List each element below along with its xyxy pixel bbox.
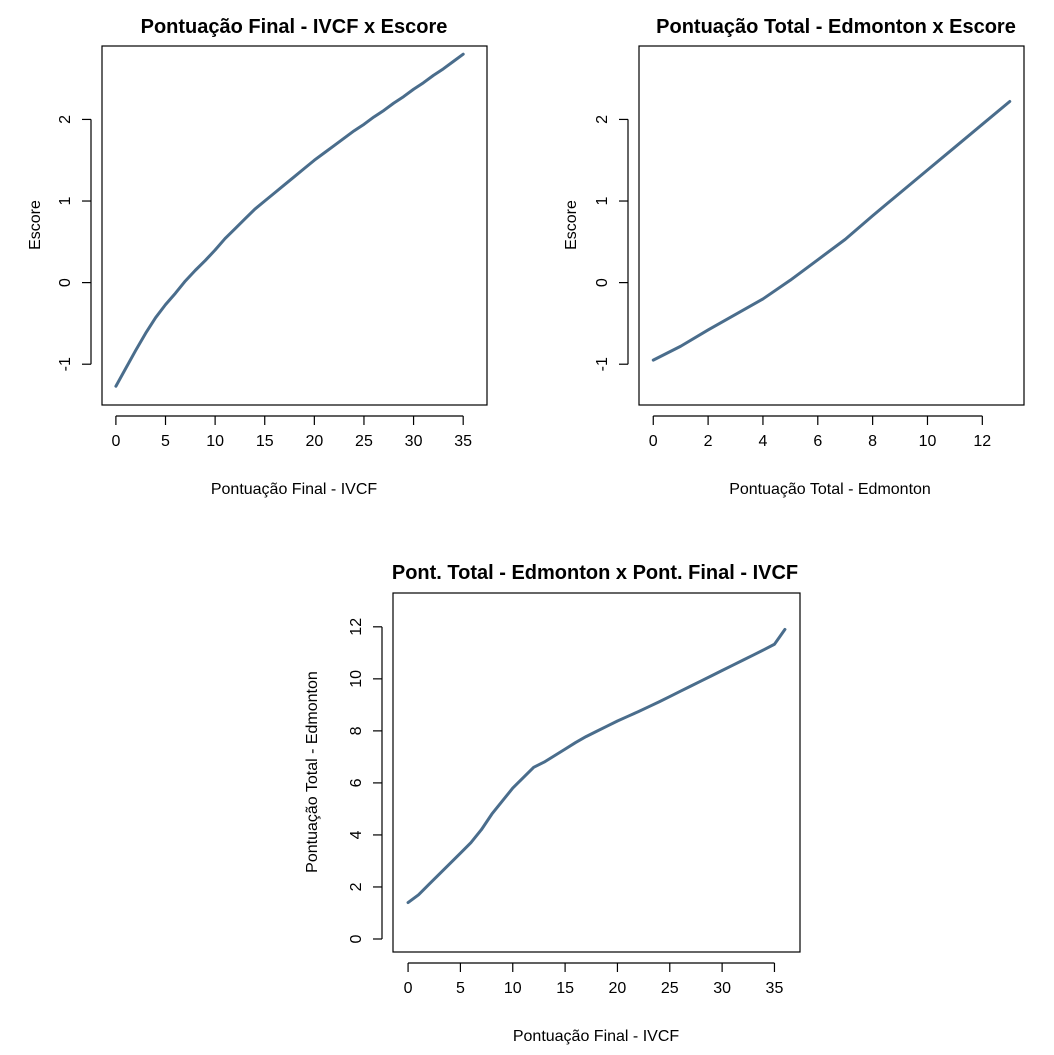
chart-3-x-tick-label: 0 xyxy=(404,980,413,997)
chart-1-x-axis: 0 5 10 15 20 25 30 35 xyxy=(111,415,472,450)
chart-1-x-tick-label: 20 xyxy=(305,433,323,450)
chart-1-x-tick-label: 35 xyxy=(454,433,472,450)
chart-3-y-tick-label: 6 xyxy=(348,778,365,787)
chart-2-y-axis: -1 0 1 2 xyxy=(594,115,629,371)
chart-3-y-tick-label: 12 xyxy=(348,618,365,636)
chart-3-x-tick-label: 10 xyxy=(504,980,522,997)
chart-2-x-tick-label: 0 xyxy=(649,433,658,450)
chart-3-x-tick-label: 15 xyxy=(556,980,574,997)
chart-2-y-tick-label: 0 xyxy=(594,278,611,287)
chart-1-y-tick-label: 2 xyxy=(57,115,74,124)
chart-edmonton-vs-escore: Pontuação Total - Edmonton x Escore Pont… xyxy=(563,16,1025,498)
chart-3-x-axis-title: Pontuação Final - IVCF xyxy=(513,1028,680,1045)
chart-2-x-tick-label: 12 xyxy=(973,433,991,450)
chart-3-x-tick-label: 35 xyxy=(766,980,784,997)
chart-2-series-line-1 xyxy=(651,99,1012,362)
chart-1-x-tick-label: 0 xyxy=(111,433,120,450)
chart-2-x-tick-label: 4 xyxy=(758,433,767,450)
chart-3-y-tick-label: 4 xyxy=(348,830,365,839)
chart-2-x-axis-title: Pontuação Total - Edmonton xyxy=(729,481,931,498)
chart-3-y-axis: 0 2 4 6 8 10 12 xyxy=(348,618,383,943)
chart-3-y-axis-title: Pontuação Total - Edmonton xyxy=(304,671,321,873)
chart-1-y-tick-label: -1 xyxy=(57,357,74,371)
chart-2-series xyxy=(651,99,1012,362)
chart-1-x-tick-label: 30 xyxy=(405,433,423,450)
chart-3-x-tick-label: 25 xyxy=(661,980,679,997)
chart-3-x-tick-label: 20 xyxy=(609,980,627,997)
chart-3-y-tick-label: 0 xyxy=(348,934,365,943)
chart-2-y-tick-label: 2 xyxy=(594,115,611,124)
chart-2-x-tick-label: 10 xyxy=(919,433,937,450)
chart-3-series xyxy=(406,627,787,905)
chart-2-plot-frame xyxy=(638,45,1025,406)
chart-3-x-tick-label: 5 xyxy=(456,980,465,997)
chart-3-y-tick-label: 10 xyxy=(348,670,365,688)
chart-3-series-line-1 xyxy=(406,627,787,905)
chart-1-plot-frame xyxy=(101,45,488,406)
chart-2-y-tick-label: -1 xyxy=(594,357,611,371)
chart-2-x-tick-label: 6 xyxy=(813,433,822,450)
chart-1-series-line-1 xyxy=(114,52,465,388)
chart-1-x-tick-label: 10 xyxy=(206,433,224,450)
chart-1-x-axis-title: Pontuação Final - IVCF xyxy=(211,481,378,498)
chart-2-x-tick-label: 8 xyxy=(868,433,877,450)
chart-3-x-tick-label: 30 xyxy=(713,980,731,997)
chart-2-title: Pontuação Total - Edmonton x Escore xyxy=(656,16,1016,38)
chart-1-y-tick-label: 1 xyxy=(57,196,74,205)
chart-edmonton-vs-ivcf: Pont. Total - Edmonton x Pont. Final - I… xyxy=(304,562,801,1045)
chart-1-series xyxy=(114,52,465,388)
chart-1-x-tick-label: 5 xyxy=(161,433,170,450)
chart-3-plot-frame xyxy=(392,592,801,953)
chart-2-x-tick-label: 2 xyxy=(704,433,713,450)
chart-3-x-axis: 0 5 10 15 20 25 30 35 xyxy=(404,962,784,997)
chart-2-y-axis-title: Escore xyxy=(563,200,580,250)
chart-1-y-tick-label: 0 xyxy=(57,278,74,287)
chart-3-title: Pont. Total - Edmonton x Pont. Final - I… xyxy=(392,562,798,584)
chart-2-y-tick-label: 1 xyxy=(594,196,611,205)
chart-3-y-tick-label: 2 xyxy=(348,882,365,891)
chart-2-x-axis: 0 2 4 6 8 10 12 xyxy=(649,415,991,450)
chart-1-y-axis-title: Escore xyxy=(27,200,44,250)
chart-1-y-axis: -1 0 1 2 xyxy=(57,115,92,371)
chart-ivcf-vs-escore: Pontuação Final - IVCF x Escore Pontuaçã… xyxy=(27,16,488,498)
chart-3-y-tick-label: 8 xyxy=(348,726,365,735)
chart-1-x-tick-label: 15 xyxy=(256,433,274,450)
chart-1-title: Pontuação Final - IVCF x Escore xyxy=(141,16,448,38)
chart-1-x-tick-label: 25 xyxy=(355,433,373,450)
